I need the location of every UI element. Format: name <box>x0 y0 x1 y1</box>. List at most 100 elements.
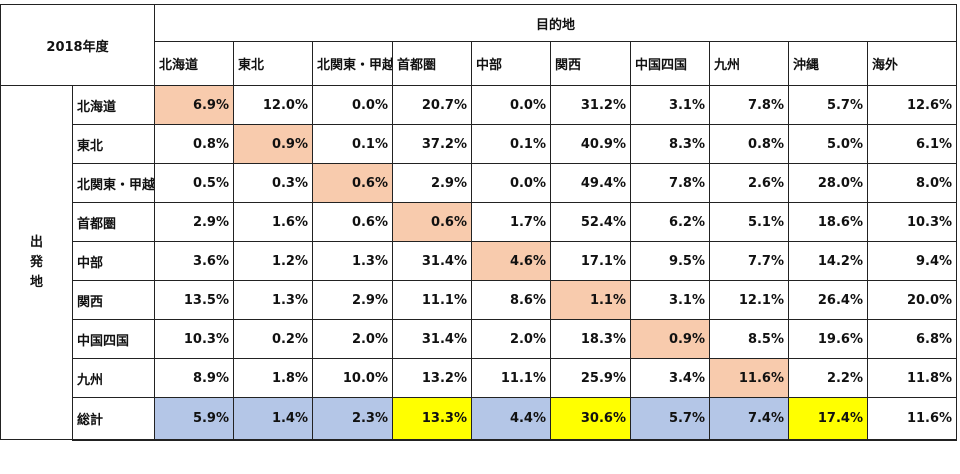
origin-row-label: 中部 <box>72 241 155 281</box>
origin-row-label: 首都圏 <box>72 202 155 242</box>
data-cell: 25.9% <box>550 358 631 398</box>
table-row: 東北 0.8% 0.9% 0.1% 37.2% 0.1% 40.9% 8.3% 0.8% 5.0%… <box>1 124 958 164</box>
diagonal-cell: 0.6% <box>392 202 472 242</box>
data-cell: 7.7% <box>709 241 789 281</box>
data-cell: 20.0% <box>866 280 958 320</box>
data-cell: 6.8% <box>866 319 958 359</box>
data-cell: 3.4% <box>630 358 710 398</box>
data-cell: 2.9% <box>154 202 234 242</box>
data-cell: 3.1% <box>630 280 710 320</box>
data-cell: 13.2% <box>392 358 472 398</box>
data-cell: 5.7% <box>788 85 868 125</box>
data-cell: 8.3% <box>630 124 710 164</box>
total-cell: 1.4% <box>233 397 313 441</box>
data-cell: 9.4% <box>866 241 958 281</box>
data-cell: 12.0% <box>233 85 313 125</box>
data-cell: 3.1% <box>630 85 710 125</box>
data-cell: 2.0% <box>471 319 551 359</box>
data-cell: 0.1% <box>312 124 393 164</box>
destination-column-header: 北海道 <box>154 41 234 86</box>
diagonal-cell: 4.6% <box>471 241 551 281</box>
destination-column-header: 沖縄 <box>788 41 868 86</box>
data-cell: 18.3% <box>550 319 631 359</box>
data-cell: 11.8% <box>866 358 958 398</box>
diagonal-cell: 0.9% <box>233 124 313 164</box>
data-cell: 1.7% <box>471 202 551 242</box>
total-cell: 11.6% <box>866 397 958 441</box>
destination-column-header: 中部 <box>471 41 551 86</box>
data-cell: 0.0% <box>471 163 551 203</box>
total-cell: 30.6% <box>550 397 631 441</box>
data-cell: 1.3% <box>312 241 393 281</box>
data-cell: 2.9% <box>392 163 472 203</box>
data-cell: 18.6% <box>788 202 868 242</box>
diagonal-cell: 1.1% <box>550 280 631 320</box>
data-cell: 52.4% <box>550 202 631 242</box>
total-row: 総計 5.9% 1.4% 2.3% 13.3% 4.4% 30.6% 5.7% 7.4% 17.4… <box>1 397 958 441</box>
data-cell: 0.2% <box>233 319 313 359</box>
total-row-label: 総計 <box>72 397 155 441</box>
data-cell: 31.2% <box>550 85 631 125</box>
origin-header: 出 発 地 <box>0 85 73 440</box>
data-cell: 40.9% <box>550 124 631 164</box>
destination-header: 目的地 <box>153 4 958 42</box>
table-title: 2018年度 <box>0 4 155 86</box>
data-cell: 31.4% <box>392 319 472 359</box>
data-cell: 6.1% <box>866 124 958 164</box>
table-row: 中国四国 10.3% 0.2% 2.0% 31.4% 2.0% 18.3% 0.9% 8.5% 1… <box>1 319 958 359</box>
data-cell: 9.5% <box>630 241 710 281</box>
data-cell: 1.8% <box>233 358 313 398</box>
data-cell: 0.6% <box>312 202 393 242</box>
data-cell: 8.6% <box>471 280 551 320</box>
data-cell: 10.3% <box>866 202 958 242</box>
total-cell: 7.4% <box>709 397 789 441</box>
table-row: 北関東・甲越 0.5% 0.3% 0.6% 2.9% 0.0% 49.4% 7.8% 2.6% 2… <box>1 163 958 203</box>
data-cell: 2.9% <box>312 280 393 320</box>
data-cell: 12.1% <box>709 280 789 320</box>
origin-row-label: 関西 <box>72 280 155 320</box>
data-cell: 0.8% <box>154 124 234 164</box>
origin-row-label: 九州 <box>72 358 155 398</box>
data-cell: 37.2% <box>392 124 472 164</box>
data-cell: 0.8% <box>709 124 789 164</box>
data-cell: 6.2% <box>630 202 710 242</box>
table-row: 九州 8.9% 1.8% 10.0% 13.2% 11.1% 25.9% 3.4% 11.6% 2… <box>1 358 958 398</box>
table-row: 関西 13.5% 1.3% 2.9% 11.1% 8.6% 1.1% 3.1% 12.1% 26.… <box>1 280 958 320</box>
data-cell: 10.0% <box>312 358 393 398</box>
data-cell: 1.2% <box>233 241 313 281</box>
data-cell: 5.0% <box>788 124 868 164</box>
data-cell: 11.1% <box>392 280 472 320</box>
data-cell: 7.8% <box>630 163 710 203</box>
data-cell: 17.1% <box>550 241 631 281</box>
destination-column-header: 海外 <box>866 41 958 86</box>
data-cell: 1.6% <box>233 202 313 242</box>
total-cell: 5.7% <box>630 397 710 441</box>
total-cell: 13.3% <box>392 397 472 441</box>
destination-column-header: 北関東・甲越 <box>312 41 393 86</box>
data-cell: 0.3% <box>233 163 313 203</box>
data-cell: 3.6% <box>154 241 234 281</box>
data-cell: 2.2% <box>788 358 868 398</box>
data-cell: 31.4% <box>392 241 472 281</box>
origin-row-label: 北関東・甲越 <box>72 163 155 203</box>
data-cell: 13.5% <box>154 280 234 320</box>
table-row: 出 発 地北海道 6.9% 12.0% 0.0% 20.7% 0.0% 31.2% 3.1% 7… <box>0 85 958 440</box>
data-cell: 1.3% <box>233 280 313 320</box>
data-cell: 12.6% <box>866 85 958 125</box>
total-cell: 5.9% <box>154 397 234 441</box>
od-matrix-table: 2018年度 目的地 北海道 東北 北関東・甲越 首都圏 中部 関西 中国四国 九州 沖縄 海外 … <box>0 4 958 441</box>
destination-column-header: 関西 <box>550 41 631 86</box>
data-cell: 8.0% <box>866 163 958 203</box>
data-cell: 0.1% <box>471 124 551 164</box>
data-cell: 2.6% <box>709 163 789 203</box>
data-cell: 0.5% <box>154 163 234 203</box>
origin-row-label: 中国四国 <box>72 319 155 359</box>
data-cell: 10.3% <box>154 319 234 359</box>
data-cell: 28.0% <box>788 163 868 203</box>
origin-row-label: 東北 <box>72 124 155 164</box>
origin-row-label: 北海道 <box>72 85 155 125</box>
destination-column-header: 中国四国 <box>630 41 710 86</box>
data-cell: 7.8% <box>709 85 789 125</box>
destination-column-header: 東北 <box>233 41 313 86</box>
total-cell: 4.4% <box>471 397 551 441</box>
